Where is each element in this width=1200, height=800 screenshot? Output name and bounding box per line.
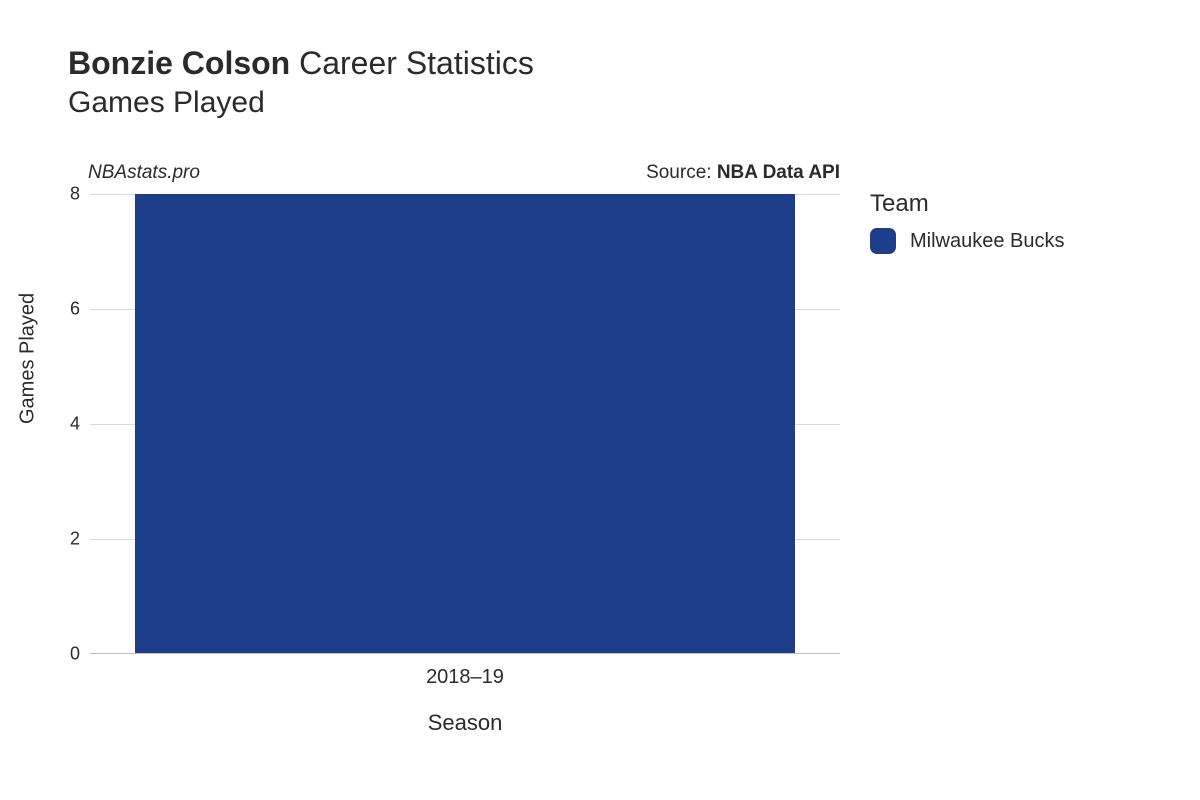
legend-item-label: Milwaukee Bucks <box>910 230 1065 253</box>
y-tick-label: 0 <box>50 644 90 665</box>
chart-title: Bonzie Colson Career Statistics <box>68 44 534 82</box>
site-credit: NBAstats.pro <box>88 162 200 184</box>
y-tick-label: 8 <box>50 184 90 205</box>
title-suffix: Career Statistics <box>290 45 534 81</box>
y-tick-label: 6 <box>50 299 90 320</box>
player-name: Bonzie Colson <box>68 45 290 81</box>
legend-item: Milwaukee Bucks <box>870 228 1065 254</box>
x-axis-title: Season <box>428 710 503 736</box>
y-tick-label: 2 <box>50 529 90 550</box>
chart-subtitle: Games Played <box>68 86 534 120</box>
y-axis-title: Games Played <box>17 293 40 424</box>
plot-area: 024682018–19 <box>90 194 840 654</box>
legend-title: Team <box>870 190 1065 218</box>
source-credit: Source: NBA Data API <box>646 162 840 184</box>
y-tick-label: 4 <box>50 414 90 435</box>
source-prefix: Source: <box>646 162 717 183</box>
credit-row: NBAstats.pro Source: NBA Data API <box>88 162 840 184</box>
legend-swatch-icon <box>870 228 896 254</box>
chart-title-block: Bonzie Colson Career Statistics Games Pl… <box>68 44 534 120</box>
legend: Team Milwaukee Bucks <box>870 190 1065 254</box>
bar <box>135 194 795 653</box>
source-name: NBA Data API <box>717 162 840 183</box>
x-tick-label: 2018–19 <box>426 654 504 689</box>
